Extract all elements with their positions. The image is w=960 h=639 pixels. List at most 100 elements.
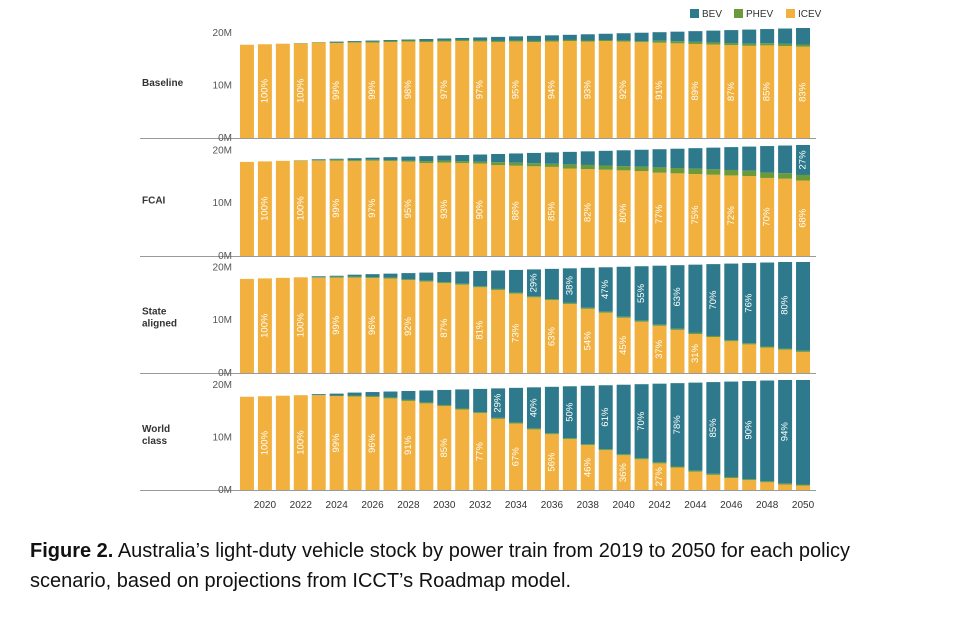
bar-phev [598, 40, 613, 42]
bar-icev [778, 178, 793, 256]
bar-phev [562, 39, 577, 42]
bar-icev [616, 170, 631, 256]
bar-phev [562, 302, 577, 304]
bar-phev [509, 422, 524, 424]
bar-bev [796, 145, 811, 175]
bar-bev [526, 387, 541, 429]
bar-icev [293, 395, 308, 490]
scenario-label: State [142, 307, 167, 318]
bar-bev [796, 28, 811, 45]
bar-phev [509, 292, 524, 294]
bar-phev [670, 41, 685, 44]
data-label-bev: 94% [780, 422, 791, 442]
bar-bev [347, 41, 362, 43]
bar-phev [760, 346, 775, 348]
bar-icev [616, 455, 631, 490]
bar-icev [652, 172, 667, 256]
data-label-icev: 99% [331, 433, 342, 453]
bar-phev [419, 402, 434, 404]
data-label-icev: 31% [690, 343, 701, 363]
bar-bev [509, 36, 524, 41]
bar-bev [706, 264, 721, 336]
bar-bev [742, 263, 757, 344]
bar-icev [706, 474, 721, 490]
bar-phev [419, 161, 434, 164]
x-tick-label: 2022 [290, 500, 313, 511]
bar-icev [778, 46, 793, 138]
bar-icev [293, 43, 308, 139]
bar-icev [311, 42, 326, 138]
x-tick-label: 2020 [254, 500, 277, 511]
bar-phev [401, 399, 416, 401]
bar-icev [347, 161, 362, 256]
y-tick-label: 20M [213, 262, 232, 273]
bar-icev [616, 41, 631, 138]
bar-phev [724, 43, 739, 46]
scenario-label: class [142, 436, 167, 447]
bar-icev [562, 168, 577, 256]
data-label-icev: 88% [511, 201, 522, 221]
bar-icev [239, 396, 254, 490]
bar-phev [347, 276, 362, 278]
bar-bev [634, 266, 649, 321]
y-tick-label: 0M [218, 133, 232, 144]
bar-bev [688, 382, 703, 471]
scenario-label: aligned [142, 319, 177, 330]
bar-icev [509, 423, 524, 490]
data-label-icev: 95% [511, 80, 522, 100]
bar-icev [598, 450, 613, 490]
bar-bev [437, 38, 452, 41]
bar-phev [634, 458, 649, 460]
bar-phev [796, 44, 811, 47]
bar-phev [652, 40, 667, 43]
data-label-icev: 83% [798, 82, 809, 102]
bar-phev [562, 164, 577, 169]
data-label-icev: 100% [295, 312, 306, 337]
bar-icev [562, 41, 577, 138]
bar-icev [598, 41, 613, 138]
bar-bev [419, 156, 434, 162]
bar-phev [365, 159, 380, 161]
bar-icev [688, 174, 703, 256]
bar-bev [473, 270, 488, 287]
bar-icev [760, 347, 775, 373]
data-label-bev: 27% [798, 150, 809, 170]
bar-icev [509, 41, 524, 138]
y-tick-label: 20M [213, 145, 232, 156]
bar-icev [257, 44, 272, 138]
bar-bev [419, 390, 434, 403]
bar-icev [257, 396, 272, 490]
bar-bev [491, 153, 506, 163]
legend-label-phev: PHEV [746, 9, 774, 20]
bar-icev [491, 41, 506, 139]
bar-bev [742, 381, 757, 480]
bar-icev [526, 166, 541, 256]
bar-phev [598, 449, 613, 451]
bar-icev [724, 175, 739, 256]
bar-phev [562, 438, 577, 440]
bar-icev [257, 278, 272, 373]
bar-phev [455, 283, 470, 285]
data-label-icev: 97% [439, 80, 450, 100]
bar-icev [634, 321, 649, 373]
bar-phev [706, 473, 721, 475]
bar-bev [706, 147, 721, 170]
bar-phev [544, 40, 559, 42]
bar-phev [670, 328, 685, 330]
bar-bev [724, 30, 739, 44]
bar-icev [329, 160, 344, 256]
bar-icev [329, 396, 344, 490]
bar-icev [419, 403, 434, 490]
bar-bev [401, 156, 416, 161]
bar-bev [509, 153, 524, 163]
data-label-icev: 99% [331, 198, 342, 218]
bar-phev [706, 335, 721, 338]
bar-bev [329, 41, 344, 43]
bar-icev [455, 284, 470, 373]
bar-phev [437, 282, 452, 284]
bar-icev [311, 160, 326, 256]
x-axis: 2020 2022 2024 2026 2028 2030 2032 2034 2036 2038… [254, 500, 815, 511]
x-tick-label: 2048 [756, 500, 779, 511]
x-tick-label: 2028 [397, 500, 420, 511]
data-label-bev: 90% [744, 420, 755, 440]
